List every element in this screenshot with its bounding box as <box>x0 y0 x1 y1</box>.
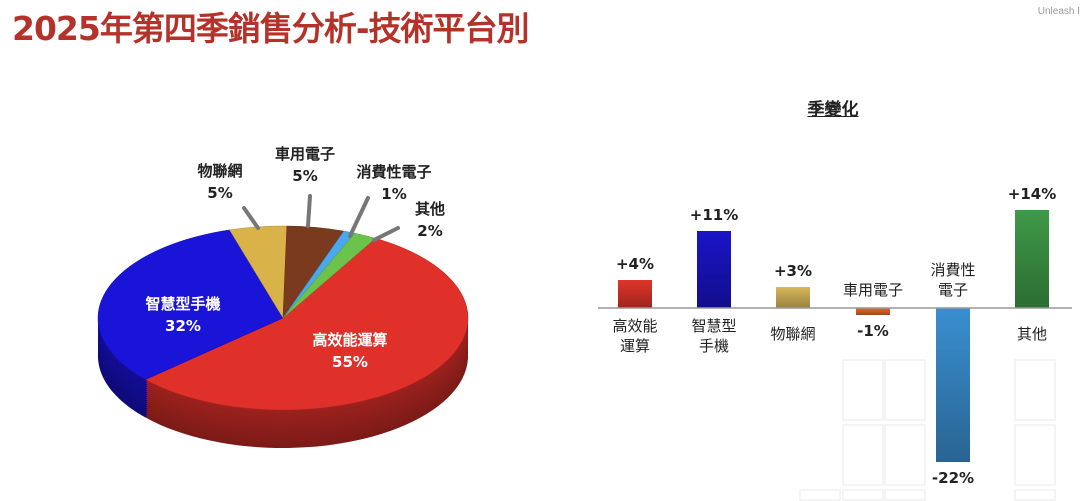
brand-text: Unleash I <box>1037 6 1080 17</box>
bar-3 <box>856 308 890 315</box>
pie-label-name: 其他 <box>414 200 446 218</box>
pie-slice-1 <box>97 229 284 380</box>
leader-line-2 <box>242 206 260 230</box>
background-tile <box>1014 359 1056 421</box>
bar-value-label: -22% <box>931 469 975 487</box>
pie-label-value: 5% <box>207 184 233 202</box>
background-tile <box>842 424 884 486</box>
bar-chart-title: 季變化 <box>807 100 859 120</box>
pie-label-1: 智慧型手機 32% <box>145 293 220 337</box>
pie-label-value: 1% <box>381 185 407 203</box>
background-tile <box>884 489 926 501</box>
background-tile <box>1014 424 1056 486</box>
bar-category-label: 智慧型 手機 <box>691 317 737 355</box>
pie-label-name: 物聯網 <box>197 162 243 180</box>
background-tile <box>884 359 926 421</box>
bar-category-label: 其他 <box>1016 325 1048 343</box>
leader-line-5 <box>372 226 400 242</box>
pie-label-3: 車用電子 5% <box>275 143 335 187</box>
page-title: 2025年第四季銷售分析-技術平台別 <box>12 9 530 48</box>
bar-category-label: 消費性 電子 <box>930 261 976 299</box>
leader-line-4 <box>348 196 370 238</box>
bar-category-label: 物聯網 <box>770 325 816 343</box>
leader-line-3 <box>306 194 312 228</box>
bar-value-label: +14% <box>1007 185 1057 203</box>
background-tile <box>842 489 884 501</box>
bar-value-label: +4% <box>615 255 655 273</box>
bar-category-label: 高效能 運算 <box>612 317 658 355</box>
pie-label-0: 高效能運算 55% <box>312 329 387 373</box>
bar-4 <box>936 308 970 462</box>
bar-2 <box>776 287 810 308</box>
pie-label-name: 消費性電子 <box>356 163 432 181</box>
background-tile <box>842 359 884 421</box>
background-tile <box>1014 489 1056 501</box>
bar-value-label: -1% <box>857 322 889 340</box>
pie-label-2: 物聯網 5% <box>197 160 242 204</box>
pie-label-value: 5% <box>292 167 318 185</box>
pie-label-name: 車用電子 <box>274 145 336 163</box>
background-tile <box>884 424 926 486</box>
pie-label-name: 高效能運算 <box>312 331 388 349</box>
pie-label-value: 55% <box>332 353 368 371</box>
background-tile <box>799 489 841 501</box>
pie-label-value: 2% <box>417 222 443 240</box>
bar-1 <box>697 231 731 308</box>
bar-category-label: 車用電子 <box>842 281 904 299</box>
pie-label-name: 智慧型手機 <box>145 295 221 313</box>
pie-slice-0 <box>144 238 469 411</box>
pie-label-4: 消費性電子 1% <box>356 161 431 205</box>
bar-5 <box>1015 210 1049 308</box>
pie-label-value: 32% <box>165 317 201 335</box>
bar-0 <box>618 280 652 308</box>
bar-value-label: +11% <box>689 206 739 224</box>
bar-value-label: +3% <box>773 262 813 280</box>
pie-label-5: 其他 2% <box>415 198 445 242</box>
